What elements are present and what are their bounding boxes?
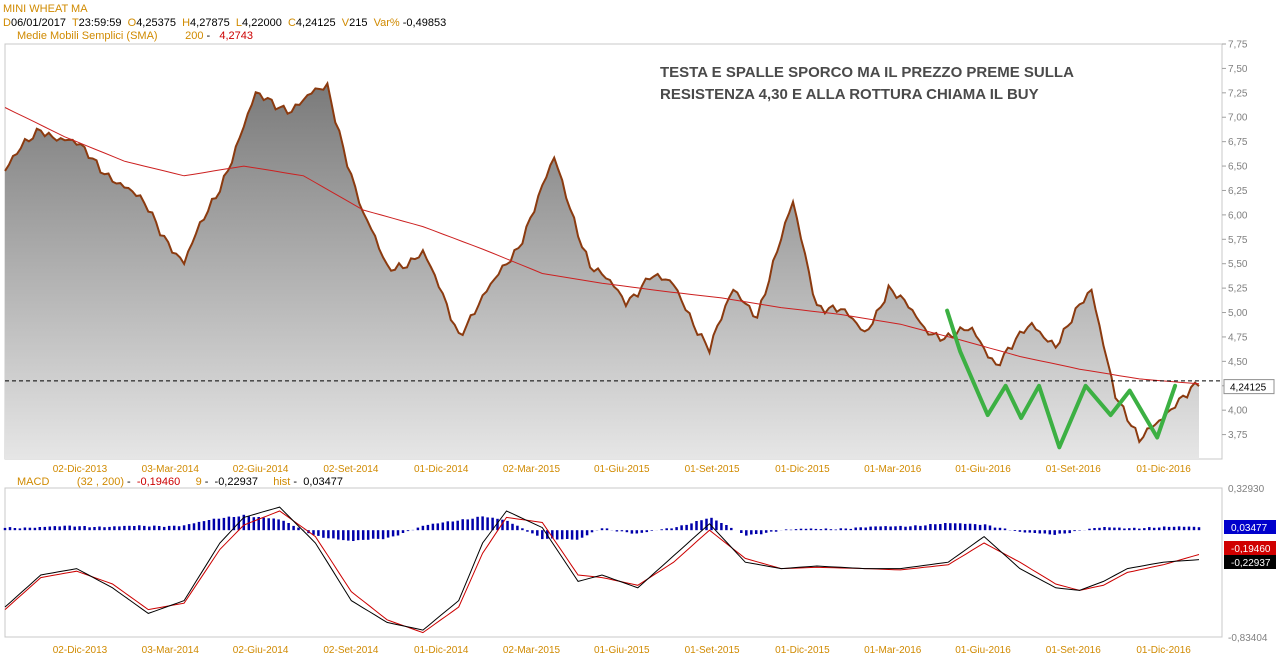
- price-x-tick-label: 02-Dic-2013: [53, 464, 108, 475]
- macd-params: (32 , 200): [76, 476, 124, 488]
- macd-label: MACD: [17, 476, 50, 488]
- macd-x-tick-label: 01-Giu-2015: [594, 645, 650, 656]
- price-x-tick-label: 01-Dic-2015: [775, 464, 830, 475]
- head-shoulders-pattern-line: [945, 308, 1178, 450]
- price-y-tick-label: 7,50: [1228, 64, 1248, 75]
- price-x-tick-label: 02-Mar-2015: [503, 464, 561, 475]
- macd-series-line: [4, 506, 1200, 631]
- macd-x-tick-label: 01-Set-2015: [685, 645, 740, 656]
- hist-label: hist: [273, 476, 291, 488]
- ohlc-header: D06/01/2017 T23:59:59 O4,25375 H4,27875 …: [3, 17, 446, 30]
- chart-title: MINI WHEAT MA: [3, 3, 88, 15]
- price-y-tick-label: 3,75: [1228, 430, 1248, 441]
- macd-x-tick-label: 02-Giu-2014: [233, 645, 289, 656]
- macd-value-badge-label: -0,19460: [1231, 544, 1271, 555]
- high-key: H: [182, 17, 191, 29]
- price-y-tick-label: 4,00: [1228, 406, 1248, 417]
- macd-x-tick-label: 01-Set-2016: [1046, 645, 1101, 656]
- date-value: 06/01/2017: [10, 17, 67, 29]
- price-x-tick-label: 01-Giu-2016: [955, 464, 1011, 475]
- macd-x-tick-label: 01-Mar-2016: [864, 645, 922, 656]
- macd-x-tick-label: 01-Dic-2015: [775, 645, 830, 656]
- price-chart-layer: 7,75 7,50 7,25 7,00 6,75 6,50 6,25 6,00 5,75 5,50…: [4, 40, 1275, 475]
- macd-x-tick-label: 02-Dic-2013: [53, 645, 108, 656]
- price-x-tick-label: 01-Set-2016: [1046, 464, 1101, 475]
- macd-y-tick-label: 0,32930: [1228, 484, 1265, 495]
- price-x-tick-label: 01-Set-2015: [685, 464, 740, 475]
- sma-value: 4,2743: [219, 30, 254, 42]
- price-x-tick-label: 03-Mar-2014: [142, 464, 200, 475]
- price-x-tick-label: 01-Giu-2015: [594, 464, 650, 475]
- price-y-tick-label: 7,75: [1228, 40, 1248, 51]
- price-y-tick-label: 5,00: [1228, 308, 1248, 319]
- sma-header: Medie Mobili Semplici (SMA) 200 - 4,2743: [17, 30, 254, 42]
- price-y-tick-label: 7,00: [1228, 113, 1248, 124]
- price-y-tick-label: 6,75: [1228, 137, 1248, 148]
- macd-x-tick-label: 01-Giu-2016: [955, 645, 1011, 656]
- macd-chart-layer: 0,32930 -0,83404 0,03477 -0,19460 -0,22937 02…: [3, 484, 1276, 656]
- annotation-line-1: TESTA E SPALLE SPORCO MA IL PREZZO PREME…: [660, 64, 1074, 81]
- time-key: T: [71, 17, 79, 29]
- price-area-fill: [5, 83, 1199, 459]
- macd-plot-frame: [4, 487, 1223, 638]
- price-y-tick-label: 7,25: [1228, 88, 1248, 99]
- high-value: 4,27875: [190, 17, 230, 29]
- sma-label: Medie Mobili Semplici (SMA): [17, 30, 158, 42]
- open-value: 4,25375: [136, 17, 176, 29]
- macd-value-badge: [1224, 555, 1276, 569]
- price-y-tick-label: 5,50: [1228, 259, 1248, 270]
- macd-y-tick-label: -0,83404: [1228, 633, 1268, 644]
- close-value: 4,24125: [295, 17, 336, 29]
- time-value: 23:59:59: [78, 17, 122, 29]
- price-y-tick-label: 6,00: [1228, 210, 1248, 221]
- price-y-tick-label: 4,75: [1228, 332, 1248, 343]
- price-x-tick-label: 01-Dic-2014: [414, 464, 469, 475]
- macd-x-tick-label: 02-Mar-2015: [503, 645, 561, 656]
- signal-series-line: [4, 510, 1200, 634]
- macd-value-badge-label: 0,03477: [1231, 523, 1268, 534]
- volume-value: 215: [349, 17, 368, 29]
- annotation-text: TESTA E SPALLE SPORCO MA IL PREZZO PREME…: [660, 62, 1074, 106]
- macd-x-tick-label: 02-Set-2014: [323, 645, 378, 656]
- macd-value-badge: [1224, 520, 1276, 534]
- annotation-line-2: RESISTENZA 4,30 E ALLA ROTTURA CHIAMA IL…: [660, 86, 1039, 103]
- price-y-tick-label: 6,25: [1228, 186, 1248, 197]
- last-price-box: [1223, 379, 1275, 395]
- last-price-label: 4,24125: [1230, 383, 1267, 394]
- price-y-tick-label: 4,50: [1228, 357, 1248, 368]
- macd-header: MACD (32 , 200) - -0,19460 9 - -0,22937 …: [17, 476, 343, 488]
- price-y-tick-label: 6,50: [1228, 162, 1248, 173]
- price-x-tick-label: 01-Mar-2016: [864, 464, 922, 475]
- macd-value: -0,19460: [136, 476, 181, 488]
- price-y-tick-label: 5,25: [1228, 284, 1248, 295]
- price-x-tick-label: 01-Dic-2016: [1136, 464, 1191, 475]
- low-key: L: [235, 17, 243, 29]
- macd-x-tick-label: 01-Dic-2014: [414, 645, 469, 656]
- var-value: -0,49853: [402, 17, 447, 29]
- signal-value: -0,22937: [214, 476, 258, 488]
- hist-value: 0,03477: [303, 476, 343, 488]
- macd-x-tick-label: 01-Dic-2016: [1136, 645, 1191, 656]
- sma-series-line: [4, 107, 1200, 385]
- macd-x-tick-label: 03-Mar-2014: [142, 645, 200, 656]
- price-y-tick-label: 5,75: [1228, 235, 1248, 246]
- signal-label: 9: [195, 476, 202, 488]
- var-key: Var%: [373, 17, 400, 29]
- sma-period: 200: [185, 30, 204, 42]
- date-key: D: [3, 17, 11, 29]
- macd-value-badge: [1224, 541, 1276, 555]
- macd-value-badge-label: -0,22937: [1231, 558, 1271, 569]
- price-x-tick-label: 02-Set-2014: [323, 464, 378, 475]
- price-series-line: [4, 80, 1200, 445]
- open-key: O: [127, 17, 137, 29]
- close-key: C: [287, 17, 296, 29]
- price-x-tick-label: 02-Giu-2014: [233, 464, 289, 475]
- low-value: 4,22000: [242, 17, 282, 29]
- volume-key: V: [341, 17, 350, 29]
